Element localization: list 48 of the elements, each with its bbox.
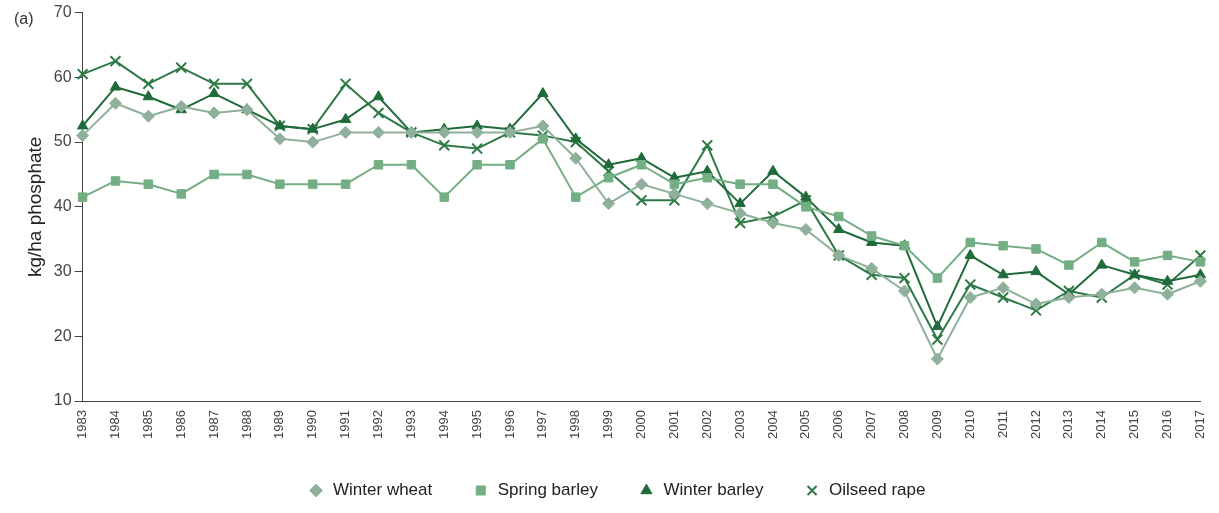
- x-tick-label: 2001: [665, 410, 681, 439]
- x-tick-label: 2008: [896, 410, 912, 439]
- x-tick-label: 2012: [1027, 410, 1043, 439]
- x-tick-label: 2014: [1093, 410, 1109, 439]
- y-tick-label: 10: [53, 391, 72, 409]
- x-tick-label: 2011: [994, 410, 1010, 439]
- y-tick-label: 60: [53, 67, 72, 85]
- legend-label: Winter barley: [663, 480, 765, 500]
- x-tick-label: 2009: [928, 410, 944, 439]
- x-tick-label: 1988: [238, 410, 254, 439]
- y-tick-label: 20: [53, 326, 72, 344]
- x-tick-label: 1995: [468, 410, 484, 439]
- y-tick-label: 40: [53, 197, 72, 215]
- y-axis-title: kg/ha phosphate: [23, 136, 45, 278]
- x-tick-label: 2005: [797, 410, 813, 439]
- x-tick-label: 2010: [961, 410, 977, 439]
- x-tick-label: 1985: [139, 410, 155, 439]
- x-tick-label: 2003: [731, 410, 747, 439]
- x-tick-label: 1993: [402, 410, 418, 439]
- y-tick-label: 30: [53, 261, 72, 279]
- x-tick-label: 1983: [74, 410, 90, 439]
- x-tick-label: 2007: [863, 410, 879, 439]
- y-tick-label: 70: [53, 3, 72, 21]
- x-tick-label: 2013: [1060, 410, 1076, 439]
- x-tick-label: 1989: [271, 410, 287, 439]
- x-tick-label: 1999: [600, 410, 616, 439]
- text: (a): [14, 10, 34, 28]
- x-tick-label: 2000: [633, 410, 649, 439]
- x-tick-label: 2017: [1191, 410, 1207, 439]
- x-tick-label: 2015: [1126, 410, 1142, 439]
- x-tick-label: 1997: [534, 410, 550, 439]
- x-tick-label: 1998: [567, 410, 583, 439]
- x-tick-label: 2016: [1159, 410, 1175, 439]
- x-tick-label: 1984: [107, 410, 123, 439]
- y-tick-label: 50: [53, 132, 72, 150]
- legend-label: Winter wheat: [333, 480, 433, 500]
- x-tick-label: 2006: [830, 410, 846, 439]
- x-tick-label: 2002: [698, 410, 714, 439]
- x-tick-label: 1992: [370, 410, 386, 439]
- x-tick-label: 1996: [501, 410, 517, 439]
- x-tick-label: 1991: [337, 410, 353, 439]
- legend-label: Oilseed rape: [829, 480, 926, 500]
- x-tick-label: 1990: [304, 410, 320, 439]
- x-tick-label: 1994: [435, 410, 451, 439]
- x-tick-label: 2004: [764, 410, 780, 439]
- legend-label: Spring barley: [497, 480, 599, 500]
- x-tick-label: 1987: [205, 410, 221, 439]
- x-tick-label: 1986: [172, 410, 188, 439]
